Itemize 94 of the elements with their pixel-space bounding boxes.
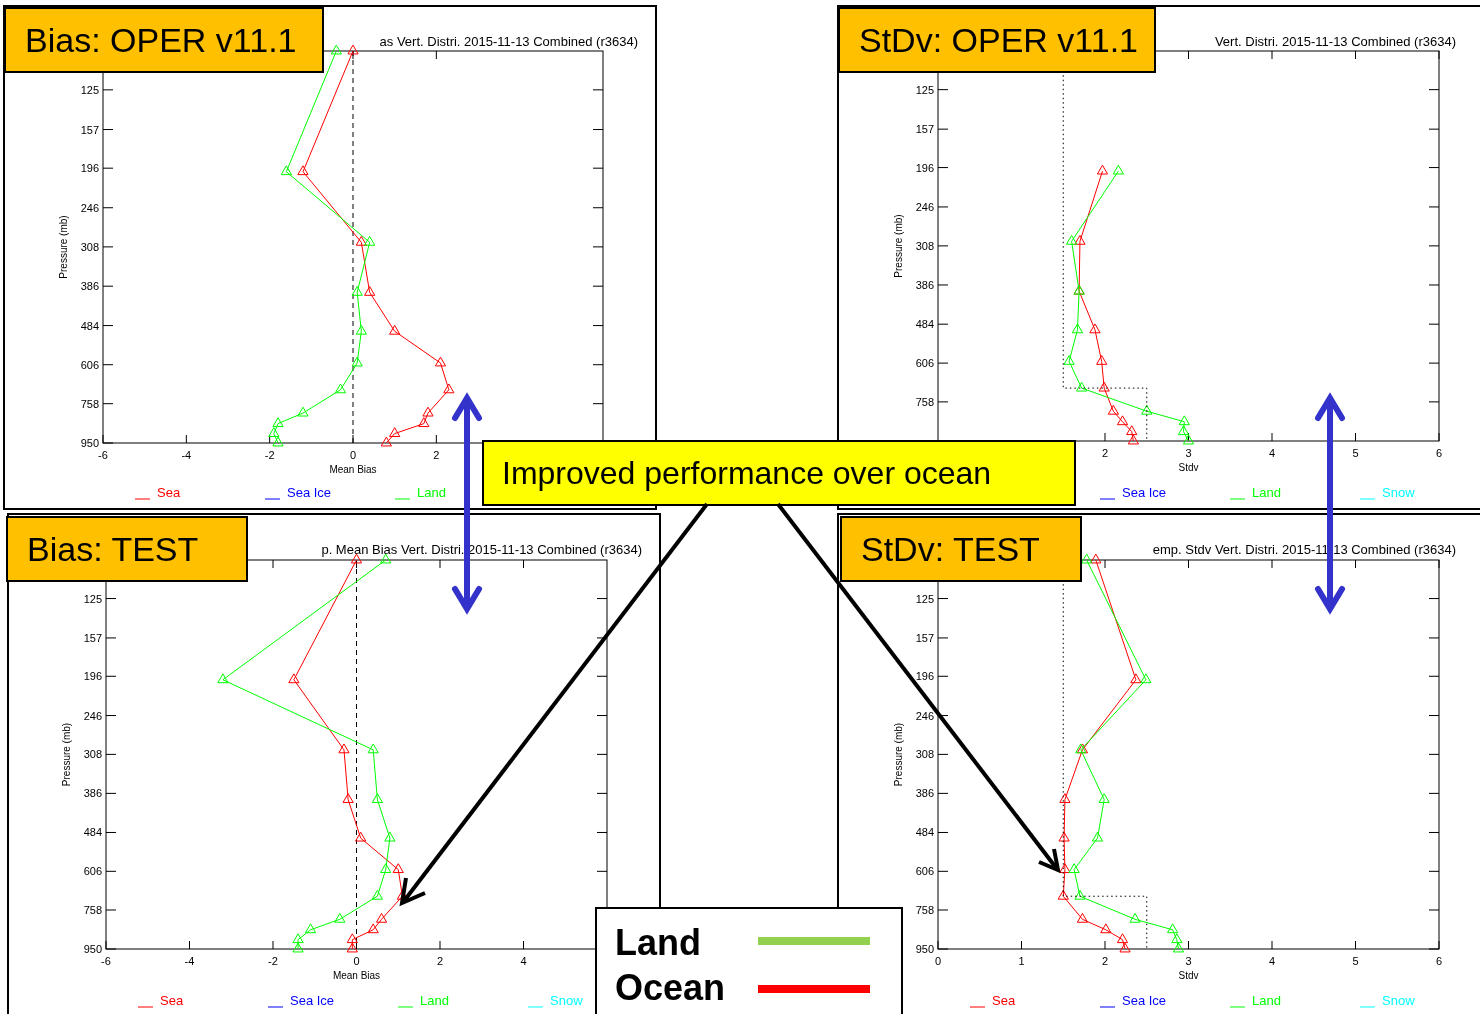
x-tick-label: -4 (184, 955, 195, 967)
legend-label: Sea (992, 993, 1016, 1008)
y-axis-title: Pressure (mb) (893, 214, 904, 278)
y-tick-label: 484 (83, 826, 102, 839)
legend-label: Sea Ice (287, 485, 332, 500)
x-tick-label: -6 (101, 955, 111, 967)
chart-title: Bias: OPER v11.1 (25, 21, 297, 59)
y-tick-label: 950 (83, 943, 102, 955)
y-tick-label: 125 (80, 83, 99, 96)
y-tick-label: 386 (83, 787, 102, 800)
y-tick-label: 308 (83, 748, 102, 761)
y-tick-label: 246 (83, 709, 102, 722)
y-tick-label: 196 (80, 162, 99, 175)
legend-label: Land (417, 485, 446, 500)
x-tick-label: 4 (1268, 955, 1276, 967)
x-axis-title: Stdv (1178, 970, 1199, 981)
chart-title: StDv: TEST (861, 530, 1040, 568)
legend-label: Land (1252, 993, 1281, 1008)
y-tick-label: 125 (915, 83, 934, 96)
x-tick-label: 0 (934, 955, 942, 967)
y-tick-label: 758 (915, 903, 934, 916)
text: Ocean (615, 967, 726, 1008)
y-axis-title: Pressure (mb) (58, 215, 69, 279)
legend-label: Sea Ice (1122, 485, 1167, 500)
x-tick-label: 2 (1101, 955, 1109, 967)
y-tick-label: 308 (915, 239, 934, 252)
x-tick-label: -4 (181, 449, 192, 461)
y-tick-label: 606 (83, 865, 102, 878)
x-tick-label: 0 (353, 955, 360, 967)
x-tick-label: -6 (98, 449, 108, 461)
legend-label: Sea Ice (290, 993, 335, 1008)
chart-subtitle: p. Mean Bias Vert. Distri. 2015-11-13 Combined (r3634) (321, 542, 642, 557)
x-tick-label: -2 (268, 955, 278, 967)
x-tick-label: 4 (1268, 447, 1276, 459)
x-tick-label: 3 (1185, 447, 1192, 459)
y-tick-label: 758 (915, 395, 934, 408)
y-tick-label: 758 (80, 397, 99, 410)
y-tick-label: 125 (83, 592, 102, 605)
text: Land (615, 922, 701, 963)
x-tick-label: 5 (1352, 955, 1359, 967)
y-tick-label: 157 (83, 631, 102, 644)
chart-subtitle: Vert. Distri. 2015-11-13 Combined (r3634) (1214, 34, 1456, 49)
y-tick-label: 484 (915, 318, 934, 331)
x-tick-label: -2 (264, 449, 275, 461)
chart-subtitle: as Vert. Distri. 2015-11-13 Combined (r3634) (379, 34, 638, 49)
y-tick-label: 196 (83, 670, 102, 683)
y-tick-label: 484 (915, 826, 934, 839)
legend-label: Sea Ice (1122, 993, 1167, 1008)
y-tick-label: 196 (915, 670, 934, 683)
chart-title: StDv: OPER v11.1 (859, 21, 1139, 59)
y-tick-label: 157 (915, 631, 934, 644)
y-tick-label: 125 (915, 592, 934, 605)
legend-label: Land (420, 993, 449, 1008)
legend-label: Land (1252, 485, 1281, 500)
y-tick-label: 950 (915, 943, 934, 955)
x-axis-title: Stdv (1178, 462, 1199, 473)
x-tick-label: 6 (1435, 447, 1443, 459)
y-tick-label: 157 (915, 123, 934, 136)
x-tick-label: 5 (1352, 447, 1359, 459)
y-tick-label: 484 (80, 319, 99, 332)
y-tick-label: 606 (80, 358, 99, 371)
chart-title: Bias: TEST (27, 530, 199, 568)
y-tick-label: 606 (915, 357, 934, 370)
y-tick-label: 246 (915, 200, 934, 213)
x-axis-title: Mean Bias (329, 464, 377, 475)
x-tick-label: 2 (1101, 447, 1109, 459)
y-tick-label: 386 (80, 280, 99, 293)
x-tick-label: 1 (1018, 955, 1025, 967)
y-tick-label: 386 (915, 787, 934, 800)
legend-label: Snow (1382, 485, 1416, 500)
x-tick-label: 0 (349, 449, 357, 461)
y-tick-label: 196 (915, 161, 934, 174)
x-tick-label: 3 (1185, 955, 1192, 967)
x-tick-label: 2 (433, 449, 440, 461)
y-tick-label: 157 (80, 123, 99, 136)
y-tick-label: 606 (915, 865, 934, 878)
legend-label: Snow (1382, 993, 1416, 1008)
y-tick-label: 386 (915, 278, 934, 291)
x-tick-label: 4 (520, 955, 527, 967)
legend-label: Sea (160, 993, 184, 1008)
y-tick-label: 758 (83, 903, 102, 916)
y-tick-label: 246 (915, 709, 934, 722)
x-tick-label: 2 (436, 955, 444, 967)
x-tick-label: 6 (1435, 955, 1443, 967)
y-tick-label: 308 (80, 240, 99, 253)
y-axis-title: Pressure (mb) (893, 722, 904, 787)
x-axis-title: Mean Bias (332, 970, 381, 981)
y-axis-title: Pressure (mb) (61, 722, 72, 787)
legend-label: Sea (157, 485, 181, 500)
text: Improved performance over ocean (502, 455, 992, 491)
y-tick-label: 246 (80, 201, 99, 214)
y-tick-label: 950 (80, 437, 99, 449)
y-tick-label: 308 (915, 748, 934, 761)
legend-label: Snow (550, 993, 584, 1008)
